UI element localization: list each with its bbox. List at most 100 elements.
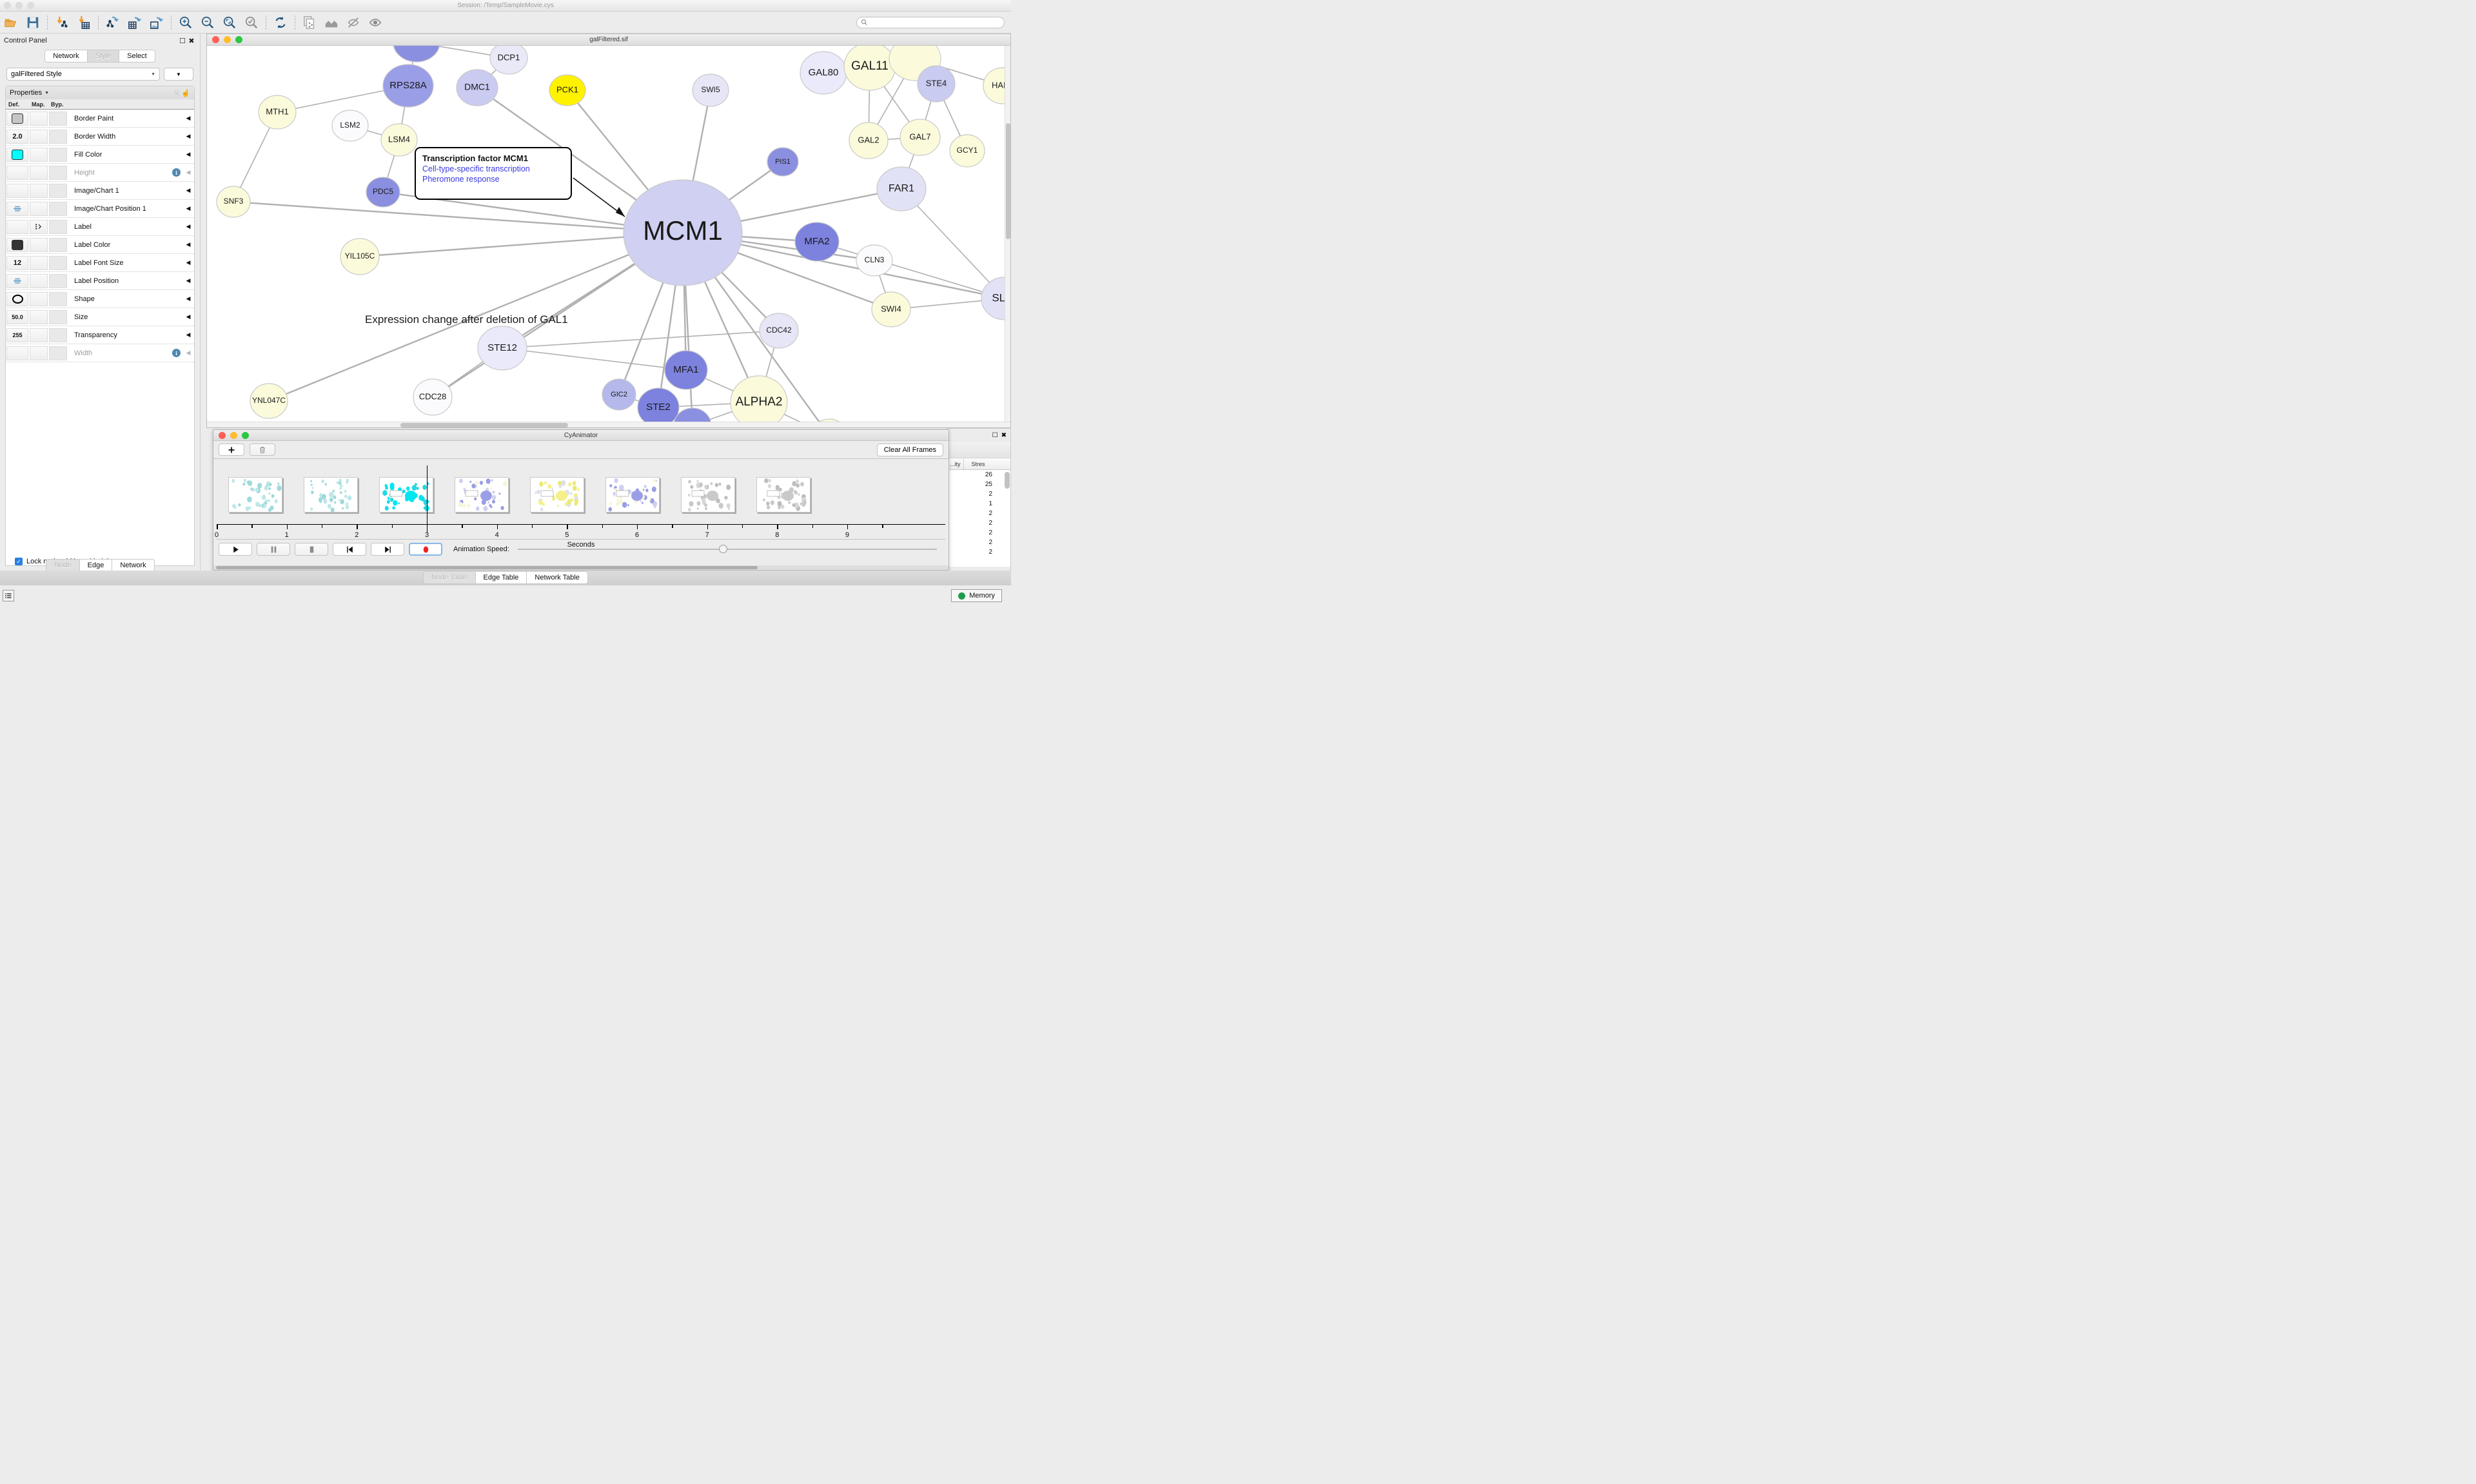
timeline-frame[interactable] xyxy=(756,477,811,513)
expand-arrow-icon[interactable]: ◀ xyxy=(186,295,191,302)
property-row[interactable]: Fill Color ◀ xyxy=(6,146,194,164)
zoom-dot[interactable] xyxy=(27,2,34,9)
bottom-tab-edge[interactable]: Edge xyxy=(79,559,113,572)
property-bypass-cell[interactable] xyxy=(49,129,67,144)
property-bypass-cell[interactable] xyxy=(49,165,67,180)
table-cell[interactable]: 1 xyxy=(988,500,992,507)
property-default-cell[interactable] xyxy=(6,291,28,306)
network-node[interactable]: MFA1 xyxy=(664,350,708,390)
property-bypass-cell[interactable] xyxy=(49,237,67,252)
network-node[interactable]: STE12 xyxy=(477,326,527,371)
expand-arrow-icon[interactable]: ◀ xyxy=(186,241,191,248)
timeline-frame[interactable] xyxy=(681,477,735,513)
color-swatch[interactable] xyxy=(12,239,23,250)
play-button[interactable] xyxy=(219,543,252,556)
minimize-dot[interactable] xyxy=(15,2,23,9)
add-frame-button[interactable] xyxy=(219,444,244,456)
property-row[interactable]: Border Paint ◀ xyxy=(6,110,194,128)
expand-arrow-icon[interactable]: ◀ xyxy=(186,187,191,193)
expand-arrow-icon[interactable]: ◀ xyxy=(186,115,191,121)
timeline-frame[interactable] xyxy=(304,477,358,513)
network-node[interactable]: DCP1 xyxy=(489,46,528,75)
property-bypass-cell[interactable] xyxy=(49,255,67,270)
property-mapping-cell[interactable] xyxy=(30,346,48,360)
network-annotation-box[interactable]: Transcription factor MCM1 Cell-type-spec… xyxy=(415,147,572,200)
zoom-dot[interactable] xyxy=(235,36,242,43)
network-edge[interactable] xyxy=(268,231,683,402)
speed-slider-knob[interactable] xyxy=(718,545,727,553)
network-node[interactable]: PCK1 xyxy=(549,74,586,106)
network-node[interactable]: PIS1 xyxy=(767,147,799,177)
property-row[interactable]: 12 Label Font Size ◀ xyxy=(6,254,194,272)
table-cell[interactable]: 2 xyxy=(988,549,992,556)
import-network-icon[interactable] xyxy=(51,12,73,34)
property-default-cell[interactable] xyxy=(6,346,28,360)
network-node[interactable]: GAL7 xyxy=(899,119,941,156)
property-row[interactable]: Image/Chart Position 1 ◀ xyxy=(6,200,194,218)
property-bypass-cell[interactable] xyxy=(49,327,67,342)
network-node[interactable]: ALPHA2 xyxy=(730,375,788,427)
refresh-icon[interactable] xyxy=(270,12,291,34)
network-edge[interactable] xyxy=(502,347,687,371)
info-icon[interactable]: i xyxy=(172,349,181,357)
info-icon[interactable]: i xyxy=(172,168,181,177)
restore-icon[interactable]: ☐ xyxy=(992,431,998,439)
save-icon[interactable] xyxy=(22,12,44,34)
network-node[interactable]: SWI5 xyxy=(692,73,729,107)
network-node[interactable]: LSM2 xyxy=(331,110,369,142)
color-swatch[interactable] xyxy=(12,113,23,124)
tab-network-table[interactable]: Network Table xyxy=(527,571,588,584)
minimize-dot[interactable] xyxy=(230,431,237,439)
property-mapping-cell[interactable] xyxy=(30,327,48,342)
memory-status-button[interactable]: Memory xyxy=(951,589,1002,602)
property-mapping-cell[interactable] xyxy=(30,237,48,252)
property-default-cell[interactable] xyxy=(6,219,28,234)
timeline-frame[interactable] xyxy=(605,477,660,513)
network-node[interactable]: LSM4 xyxy=(380,123,418,157)
network-node[interactable]: GCY1 xyxy=(949,134,985,168)
property-mapping-cell[interactable] xyxy=(30,201,48,216)
network-node[interactable]: GAL2 xyxy=(849,122,889,159)
expand-arrow-icon[interactable]: ◀ xyxy=(186,169,191,175)
property-bypass-cell[interactable] xyxy=(49,147,67,162)
property-row[interactable]: 50.0 Size ◀ xyxy=(6,308,194,326)
hide-all-icon[interactable] xyxy=(342,12,364,34)
list-icon[interactable] xyxy=(3,590,14,601)
table-cell[interactable]: 2 xyxy=(988,491,992,498)
network-edge[interactable] xyxy=(901,188,1005,299)
network-node[interactable]: MFA2 xyxy=(794,222,840,262)
caret-down-icon[interactable]: ▼ xyxy=(44,90,50,95)
property-mapping-cell[interactable] xyxy=(30,111,48,126)
export-table-icon[interactable] xyxy=(124,12,146,34)
network-traffic-lights[interactable] xyxy=(212,36,242,43)
timeline-frame[interactable] xyxy=(455,477,509,513)
network-vertical-scrollbar[interactable] xyxy=(1005,46,1010,427)
network-node[interactable]: STE2 xyxy=(637,387,680,427)
expand-arrow-icon[interactable]: ◀ xyxy=(186,133,191,139)
network-node[interactable]: HAP2 xyxy=(983,67,1010,104)
property-bypass-cell[interactable] xyxy=(49,183,67,198)
property-bypass-cell[interactable] xyxy=(49,273,67,288)
cyanimator-traffic-lights[interactable] xyxy=(219,431,249,439)
tab-node-table[interactable]: Node Table xyxy=(423,571,476,584)
network-node[interactable]: MTH1 xyxy=(258,95,297,130)
search-input[interactable] xyxy=(867,19,1000,26)
column-header-stress[interactable]: Stres xyxy=(971,460,985,467)
window-traffic-lights[interactable] xyxy=(4,2,34,9)
network-node[interactable]: STE4 xyxy=(917,65,956,103)
zoom-fit-icon[interactable] xyxy=(219,12,241,34)
tab-select[interactable]: Select xyxy=(119,50,155,63)
network-node[interactable]: SNF3 xyxy=(216,186,251,218)
pause-button[interactable] xyxy=(257,543,290,556)
expand-arrow-icon[interactable]: ◀ xyxy=(186,205,191,211)
network-node[interactable]: MCM1 xyxy=(623,179,743,286)
close-icon[interactable]: ✖ xyxy=(1001,431,1007,439)
property-default-cell[interactable] xyxy=(6,183,28,198)
cyanimator-timeline[interactable]: 0 1 2 3 4 5 6 7 8 9 Seconds xyxy=(215,459,945,549)
timeline-frame[interactable] xyxy=(530,477,584,513)
network-node[interactable]: FAR1 xyxy=(876,166,927,211)
restore-icon[interactable]: ☐ xyxy=(179,37,186,45)
property-bypass-cell[interactable] xyxy=(49,291,67,306)
record-button[interactable] xyxy=(409,543,442,556)
tab-style[interactable]: Style xyxy=(87,50,120,63)
